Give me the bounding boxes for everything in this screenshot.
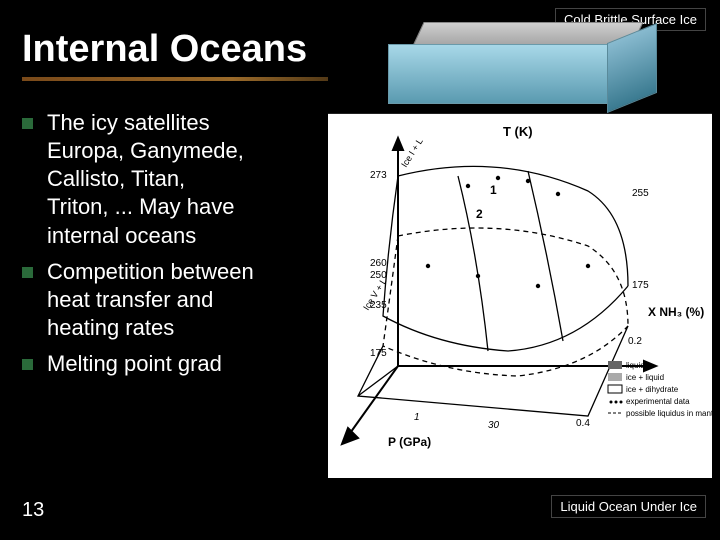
- bullet-icon: [22, 118, 33, 129]
- region-label: 2: [476, 207, 483, 221]
- legend-label: possible liquidus in mantle of icy satel…: [626, 409, 712, 418]
- legend-label: ice + dihydrate: [626, 385, 679, 394]
- bullet-icon: [22, 267, 33, 278]
- list-item: Competition between heat transfer and he…: [22, 258, 262, 342]
- legend-label: liquidus: [626, 361, 653, 370]
- liquid-ocean-figure: Liquid Ocean Under Ice: [328, 478, 712, 524]
- tick-label: 1: [414, 412, 420, 423]
- axis-label-t: T (K): [503, 124, 533, 139]
- ice-surface-figure: Cold Brittle Surface Ice: [328, 4, 712, 114]
- tick-label: 175: [632, 280, 649, 291]
- axis-label-x: X NH₃ (%): [648, 305, 704, 319]
- axis-label-p: P (GPa): [388, 435, 431, 449]
- tick-label: 0.4: [576, 418, 590, 429]
- bullet-text: Competition between heat transfer and he…: [47, 258, 254, 342]
- legend-label: experimental data: [626, 397, 690, 406]
- legend-label: ice + liquid: [626, 373, 664, 382]
- figure-label: Liquid Ocean Under Ice: [551, 495, 706, 518]
- page-number: 13: [22, 499, 44, 522]
- tick-label: 255: [632, 188, 649, 199]
- tick-label: 273: [370, 170, 387, 181]
- tick-label: 30: [488, 420, 500, 431]
- phase-diagram-svg: T (K) X NH₃ (%) P (GPa) 273 260 250 235 …: [328, 114, 712, 478]
- bullet-list: The icy satellites Europa, Ganymede, Cal…: [22, 109, 262, 386]
- figure-stack: Cold Brittle Surface Ice: [328, 4, 712, 524]
- tick-label: 260: [370, 258, 387, 269]
- list-item: Melting point grad: [22, 350, 262, 378]
- tick-label: 0.2: [628, 336, 642, 347]
- tick-label: 175: [370, 348, 387, 359]
- ice-block-graphic: [388, 22, 668, 112]
- list-item: The icy satellites Europa, Ganymede, Cal…: [22, 109, 262, 250]
- bullet-text: The icy satellites Europa, Ganymede, Cal…: [47, 109, 244, 250]
- bullet-icon: [22, 359, 33, 370]
- phase-diagram-chart: T (K) X NH₃ (%) P (GPa) 273 260 250 235 …: [328, 114, 712, 478]
- bullet-text: Melting point grad: [47, 350, 222, 378]
- region-label: 1: [490, 183, 497, 197]
